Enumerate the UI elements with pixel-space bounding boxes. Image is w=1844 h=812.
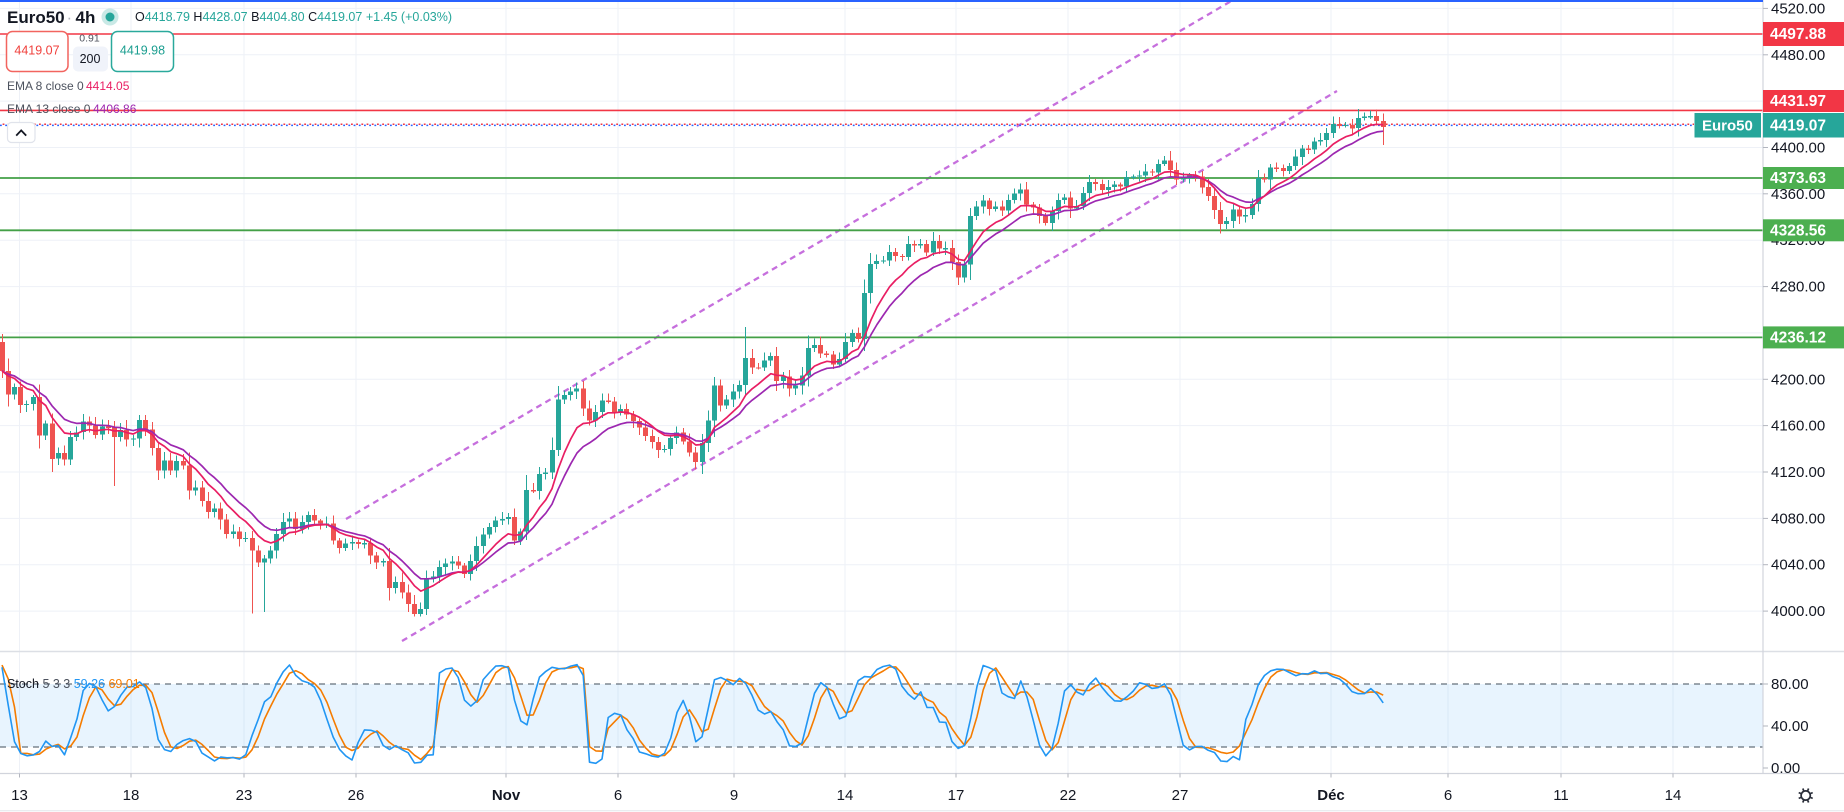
svg-text:6: 6 <box>1444 787 1452 804</box>
svg-text:0.00: 0.00 <box>1771 760 1800 777</box>
svg-text:17: 17 <box>948 787 965 804</box>
svg-text:4160.00: 4160.00 <box>1771 418 1825 435</box>
svg-text:14: 14 <box>1665 787 1682 804</box>
svg-text:200: 200 <box>80 52 101 66</box>
svg-text:4200.00: 4200.00 <box>1771 371 1825 388</box>
svg-text:13: 13 <box>11 787 28 804</box>
svg-text:4419.07: 4419.07 <box>14 44 59 58</box>
svg-text:EMA 13 close 0: EMA 13 close 0 <box>7 102 91 116</box>
svg-text:27: 27 <box>1172 787 1189 804</box>
svg-text:4373.63: 4373.63 <box>1770 170 1826 187</box>
svg-text:·: · <box>67 8 73 27</box>
svg-text:4h: 4h <box>76 8 96 27</box>
svg-text:26: 26 <box>348 787 365 804</box>
svg-text:22: 22 <box>1060 787 1077 804</box>
svg-text:11: 11 <box>1553 787 1569 804</box>
svg-text:4360.00: 4360.00 <box>1771 186 1825 203</box>
svg-text:4328.56: 4328.56 <box>1770 222 1826 239</box>
svg-text:Euro50: Euro50 <box>1702 118 1753 135</box>
svg-text:Euro50: Euro50 <box>7 8 65 27</box>
svg-text:80.00: 80.00 <box>1771 676 1809 693</box>
svg-text:18: 18 <box>123 787 140 804</box>
svg-text:4120.00: 4120.00 <box>1771 464 1825 481</box>
svg-text:4040.00: 4040.00 <box>1771 557 1825 574</box>
svg-text:4280.00: 4280.00 <box>1771 279 1825 296</box>
svg-text:4236.12: 4236.12 <box>1770 329 1826 346</box>
svg-text:6: 6 <box>614 787 622 804</box>
svg-text:4480.00: 4480.00 <box>1771 47 1825 64</box>
svg-text:4431.97: 4431.97 <box>1770 93 1826 110</box>
svg-text:4406.86: 4406.86 <box>93 102 137 116</box>
svg-text:4400.00: 4400.00 <box>1771 140 1825 157</box>
svg-text:40.00: 40.00 <box>1771 718 1809 735</box>
svg-text:4419.98: 4419.98 <box>120 44 165 58</box>
svg-text:4414.05: 4414.05 <box>86 79 130 93</box>
svg-text:9: 9 <box>730 787 738 804</box>
svg-text:Nov: Nov <box>492 787 521 804</box>
svg-text:O4418.79 H4428.07 B4404.80 C44: O4418.79 H4428.07 B4404.80 C4419.07 +1.4… <box>135 10 452 24</box>
svg-text:Stoch 5 3 3 59.26 69.01: Stoch 5 3 3 59.26 69.01 <box>7 677 140 691</box>
svg-text:0.91: 0.91 <box>79 33 100 45</box>
svg-text:14: 14 <box>837 787 854 804</box>
svg-text:4419.07: 4419.07 <box>1770 118 1826 135</box>
svg-text:23: 23 <box>236 787 253 804</box>
svg-text:Déc: Déc <box>1317 787 1345 804</box>
svg-text:4080.00: 4080.00 <box>1771 510 1825 527</box>
svg-text:4497.88: 4497.88 <box>1770 26 1826 43</box>
svg-text:EMA 8 close 0: EMA 8 close 0 <box>7 79 84 93</box>
svg-text:4520.00: 4520.00 <box>1771 0 1825 17</box>
svg-text:4000.00: 4000.00 <box>1771 603 1825 620</box>
